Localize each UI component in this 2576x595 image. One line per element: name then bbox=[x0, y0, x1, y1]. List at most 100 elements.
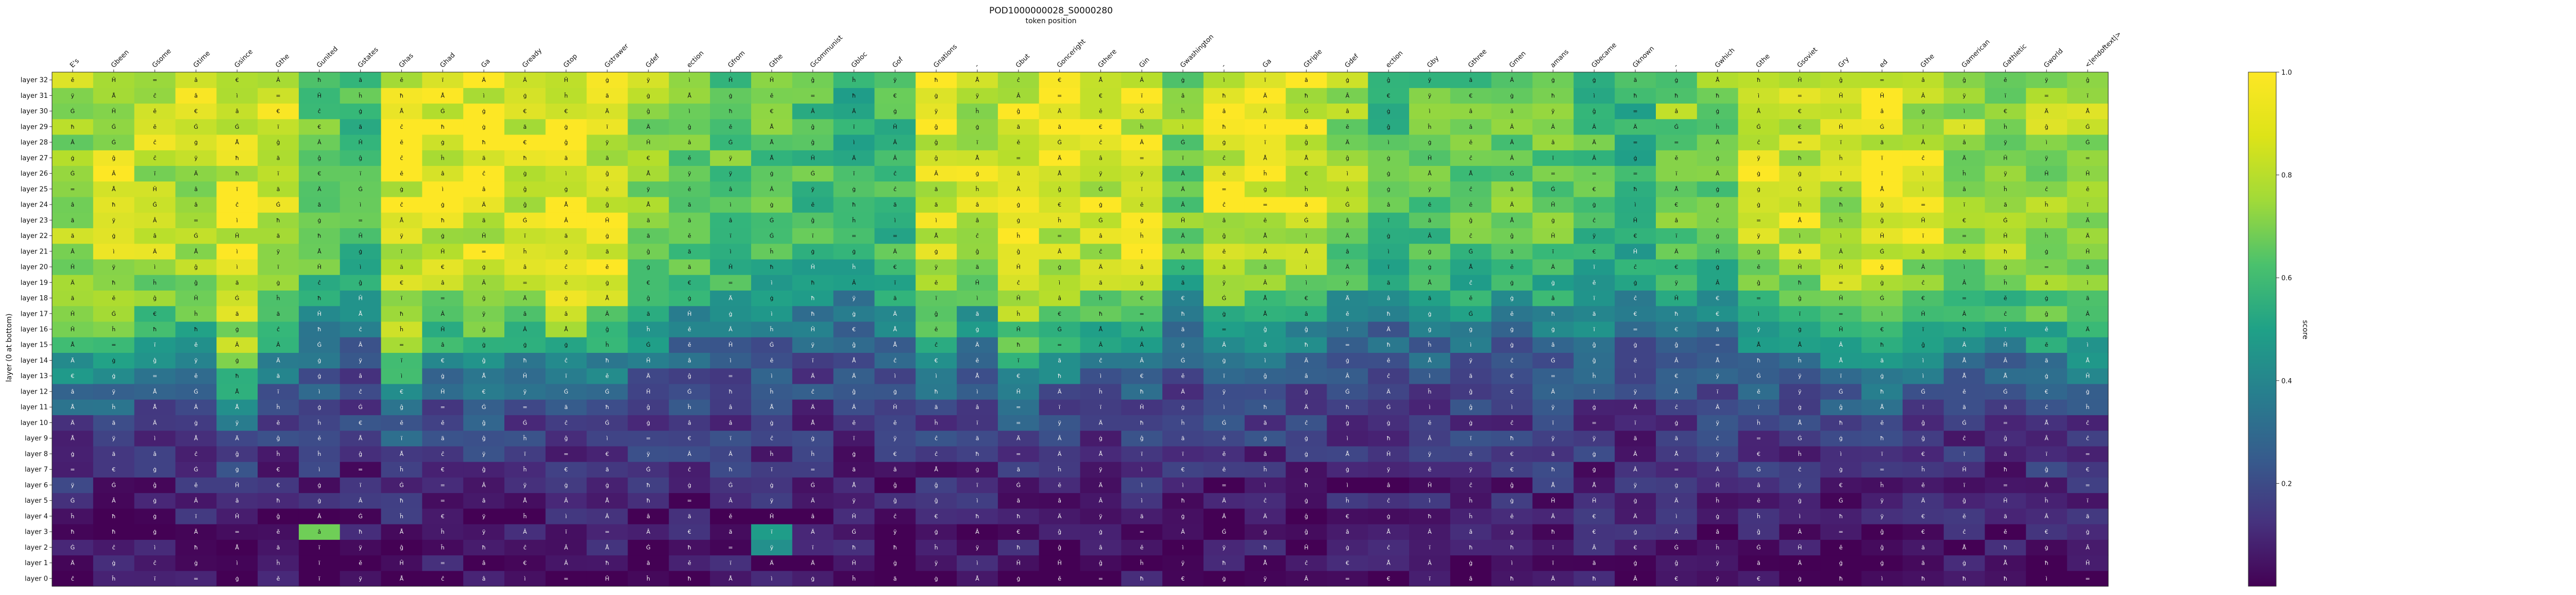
heatmap-cell bbox=[1039, 212, 1081, 229]
cell-label: Å bbox=[359, 435, 363, 442]
heatmap-cell bbox=[1368, 399, 1410, 415]
heatmap-cell bbox=[669, 165, 710, 182]
x-tick-label: Gtop bbox=[562, 53, 579, 70]
heatmap-cell bbox=[422, 415, 464, 431]
heatmap-cell bbox=[463, 103, 505, 120]
cell-label: â bbox=[1263, 451, 1267, 457]
heatmap-cell bbox=[463, 118, 505, 135]
cell-label: € bbox=[235, 77, 239, 83]
cell-label: ĝ bbox=[1058, 544, 1061, 551]
heatmap-cell bbox=[751, 539, 793, 556]
heatmap-cell bbox=[997, 430, 1040, 447]
heatmap-cell bbox=[1080, 103, 1122, 120]
cell-label: ÿ bbox=[194, 357, 198, 364]
heatmap-cell bbox=[504, 290, 546, 307]
cell-label: ħ bbox=[605, 357, 609, 364]
cell-label: ì bbox=[1099, 373, 1101, 380]
heatmap-cell bbox=[1162, 415, 1204, 431]
heatmap-cell bbox=[1121, 212, 1163, 229]
heatmap-cell bbox=[545, 399, 587, 415]
heatmap-cell bbox=[669, 352, 710, 369]
heatmap-cell bbox=[586, 446, 629, 462]
heatmap-cell bbox=[1039, 275, 1081, 291]
heatmap-cell bbox=[833, 88, 875, 104]
cell-label: ě bbox=[605, 186, 609, 193]
cell-label: ħ bbox=[71, 124, 75, 130]
cell-label: ì bbox=[236, 248, 238, 255]
cell-label: â bbox=[1551, 139, 1555, 146]
cell-label: ģ bbox=[1222, 139, 1226, 146]
heatmap-cell bbox=[258, 275, 299, 291]
heatmap-cell bbox=[1615, 477, 1656, 494]
heatmap-cell bbox=[422, 181, 464, 197]
heatmap-cell bbox=[1121, 305, 1163, 322]
cell-label: € bbox=[1304, 295, 1308, 302]
heatmap-cell bbox=[298, 275, 341, 291]
heatmap-cell bbox=[916, 352, 957, 369]
cell-label: ġ bbox=[1346, 419, 1349, 426]
heatmap-cell bbox=[916, 134, 957, 150]
cell-label: € bbox=[935, 513, 938, 520]
cell-label: Â bbox=[1962, 279, 1967, 286]
cell-label: Â bbox=[852, 404, 856, 411]
cell-label: ħ bbox=[1633, 92, 1637, 99]
heatmap-cell bbox=[586, 524, 629, 540]
heatmap-cell bbox=[340, 383, 382, 400]
cell-label: Ä bbox=[1099, 419, 1103, 426]
cell-label: Â bbox=[1099, 342, 1103, 348]
heatmap-cell bbox=[1450, 352, 1492, 369]
heatmap-cell bbox=[93, 228, 135, 244]
heatmap-cell bbox=[1244, 539, 1286, 556]
heatmap-cell bbox=[1327, 399, 1368, 415]
heatmap-cell bbox=[1203, 337, 1245, 353]
heatmap-cell bbox=[216, 321, 258, 337]
cell-label: Ä bbox=[1551, 575, 1555, 582]
heatmap-cell bbox=[628, 368, 669, 384]
x-tick-label: Gamerican bbox=[1960, 38, 1992, 70]
cell-label: ÿ bbox=[2004, 171, 2007, 177]
cell-label: € bbox=[1016, 373, 1020, 380]
x-tick-label: Gry bbox=[1837, 56, 1851, 70]
heatmap-cell bbox=[1409, 337, 1451, 353]
cell-label: ģ bbox=[317, 404, 321, 411]
heatmap-cell bbox=[874, 446, 916, 462]
cell-label: Ä bbox=[647, 124, 651, 130]
cell-label: Ĥ bbox=[2003, 233, 2007, 240]
heatmap-cell bbox=[463, 275, 505, 291]
cell-label: ã bbox=[605, 155, 609, 161]
cell-label: ģ bbox=[852, 451, 856, 457]
heatmap-cell bbox=[710, 88, 752, 104]
heatmap-cell bbox=[1244, 368, 1286, 384]
cell-label: ģ bbox=[1634, 529, 1637, 535]
heatmap-cell bbox=[340, 508, 382, 524]
cell-label: Ġ bbox=[111, 482, 116, 488]
heatmap-cell bbox=[1203, 118, 1245, 135]
cell-label: Å bbox=[112, 186, 116, 193]
cell-label: ĥ bbox=[1798, 201, 1802, 208]
heatmap-cell bbox=[957, 150, 998, 166]
cell-label: Ä bbox=[276, 357, 280, 364]
y-tick-label: layer 8 bbox=[25, 450, 48, 458]
cell-label: ģ bbox=[564, 186, 568, 193]
cell-label: ĝ bbox=[523, 186, 527, 193]
heatmap-cell bbox=[504, 462, 546, 478]
heatmap-cell bbox=[1368, 508, 1410, 524]
cell-label: Å bbox=[1428, 279, 1432, 286]
cell-label: ĝ bbox=[1674, 560, 1678, 567]
heatmap-cell bbox=[1450, 275, 1492, 291]
heatmap-cell bbox=[1039, 228, 1081, 244]
cell-label: ġ bbox=[1716, 513, 1719, 520]
cell-label: ĝ bbox=[482, 295, 486, 302]
heatmap-cell bbox=[669, 508, 710, 524]
cell-label: Ä bbox=[1181, 388, 1185, 395]
heatmap-cell bbox=[1327, 446, 1368, 462]
heatmap-cell bbox=[751, 228, 793, 244]
cell-label: Ġ bbox=[728, 482, 733, 488]
heatmap-cell bbox=[957, 399, 998, 415]
cell-label: Å bbox=[1099, 77, 1103, 83]
heatmap-cell bbox=[874, 352, 916, 369]
heatmap-cell bbox=[463, 321, 505, 337]
cell-label: ģ bbox=[317, 357, 321, 364]
cell-label: Å bbox=[2086, 108, 2090, 115]
heatmap-cell bbox=[1450, 555, 1492, 571]
